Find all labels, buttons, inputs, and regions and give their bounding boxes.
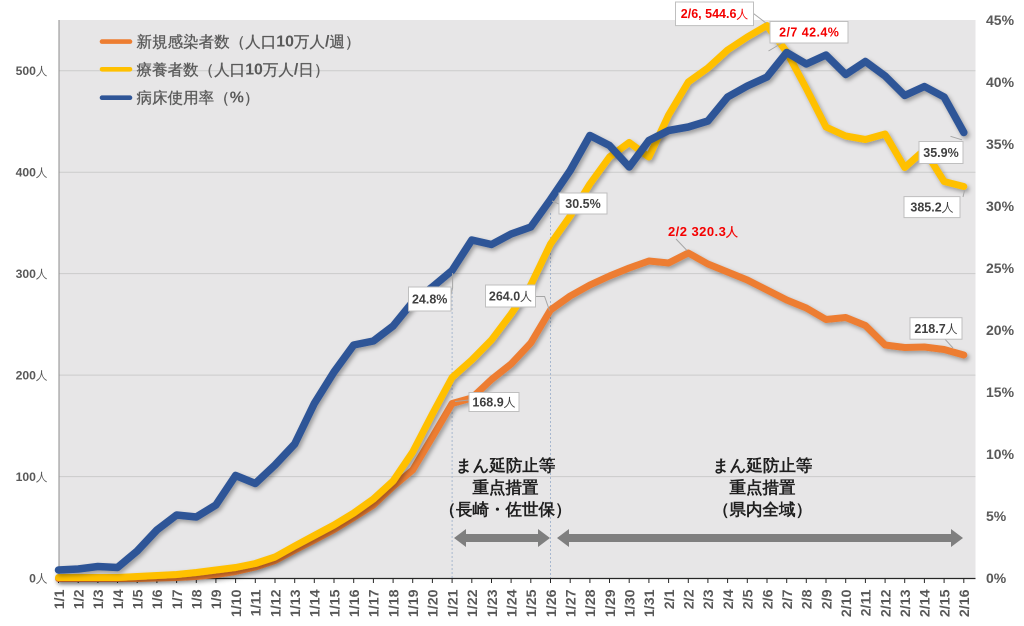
svg-text:1/25: 1/25 xyxy=(524,589,540,617)
svg-text:1/30: 1/30 xyxy=(623,589,639,617)
svg-text:1/1: 1/1 xyxy=(52,589,68,609)
svg-text:1/12: 1/12 xyxy=(268,589,284,617)
svg-text:40%: 40% xyxy=(986,74,1015,90)
svg-text:2/1: 2/1 xyxy=(662,589,678,609)
svg-text:1/7: 1/7 xyxy=(170,589,186,609)
svg-text:5%: 5% xyxy=(986,508,1007,524)
svg-text:2/11: 2/11 xyxy=(859,589,875,616)
svg-text:2/5: 2/5 xyxy=(741,589,757,609)
svg-text:1/19: 1/19 xyxy=(406,589,422,617)
svg-text:500: 500 xyxy=(16,64,37,78)
svg-text:2/6: 2/6 xyxy=(760,589,776,609)
svg-text:1/4: 1/4 xyxy=(111,589,127,609)
svg-text:1/11: 1/11 xyxy=(249,589,265,616)
svg-text:1/6: 1/6 xyxy=(150,589,166,609)
svg-text:400: 400 xyxy=(16,166,37,180)
svg-text:100: 100 xyxy=(16,470,37,484)
svg-text:1/3: 1/3 xyxy=(91,589,107,609)
svg-text:/: / xyxy=(294,62,299,79)
svg-text:1/28: 1/28 xyxy=(583,589,599,617)
svg-text:2/12: 2/12 xyxy=(878,589,894,617)
svg-text:1/21: 1/21 xyxy=(445,589,461,617)
svg-text:25%: 25% xyxy=(986,260,1015,276)
svg-text:1/14: 1/14 xyxy=(308,589,324,617)
svg-text:24.8%: 24.8% xyxy=(412,292,447,306)
svg-text:15%: 15% xyxy=(986,384,1015,400)
svg-text:10: 10 xyxy=(276,34,294,51)
svg-text:1/31: 1/31 xyxy=(642,589,658,617)
svg-text:30.5%: 30.5% xyxy=(565,197,600,211)
svg-text:35.9%: 35.9% xyxy=(923,146,958,160)
svg-text:1/22: 1/22 xyxy=(465,589,481,617)
svg-text:0%: 0% xyxy=(986,570,1007,586)
svg-text:264.0: 264.0 xyxy=(489,289,520,303)
svg-text:%: % xyxy=(230,90,244,107)
svg-text:2/14: 2/14 xyxy=(918,589,934,617)
svg-text:2/7 42.4%: 2/7 42.4% xyxy=(779,26,839,40)
svg-text:1/24: 1/24 xyxy=(504,589,520,617)
svg-text:1/2: 1/2 xyxy=(72,589,88,609)
svg-text:1/29: 1/29 xyxy=(603,589,619,617)
svg-text:1/20: 1/20 xyxy=(426,589,442,617)
svg-text:2/9: 2/9 xyxy=(819,589,835,609)
svg-text:1/23: 1/23 xyxy=(485,589,501,617)
svg-text:2/8: 2/8 xyxy=(800,589,816,609)
svg-text:35%: 35% xyxy=(986,136,1015,152)
svg-text:1/16: 1/16 xyxy=(347,589,363,617)
svg-text:2/2: 2/2 xyxy=(682,589,698,609)
svg-text:1/10: 1/10 xyxy=(229,589,245,617)
svg-text:385.2: 385.2 xyxy=(910,200,941,214)
svg-text:2/13: 2/13 xyxy=(898,589,914,617)
svg-text:20%: 20% xyxy=(986,322,1015,338)
svg-text:2/7: 2/7 xyxy=(780,589,796,609)
svg-text:/: / xyxy=(325,34,330,51)
svg-text:1/5: 1/5 xyxy=(131,589,147,609)
svg-text:45%: 45% xyxy=(986,12,1015,28)
svg-text:1/13: 1/13 xyxy=(288,589,304,617)
svg-text:1/8: 1/8 xyxy=(190,589,206,609)
svg-text:2/10: 2/10 xyxy=(839,589,855,617)
svg-text:1/17: 1/17 xyxy=(367,589,383,617)
svg-text:2/2 320.3: 2/2 320.3 xyxy=(668,224,726,239)
svg-text:168.9: 168.9 xyxy=(472,395,503,409)
svg-text:2/16: 2/16 xyxy=(957,589,973,617)
svg-text:1/9: 1/9 xyxy=(209,589,225,609)
svg-text:0: 0 xyxy=(29,571,36,585)
svg-text:218.7: 218.7 xyxy=(914,322,945,336)
svg-text:1/27: 1/27 xyxy=(564,589,580,617)
svg-text:1/18: 1/18 xyxy=(386,589,402,617)
svg-text:300: 300 xyxy=(16,267,37,281)
svg-text:2/4: 2/4 xyxy=(721,589,737,609)
svg-text:200: 200 xyxy=(16,368,37,382)
svg-text:2/15: 2/15 xyxy=(937,589,953,617)
svg-text:2/6, 544.6: 2/6, 544.6 xyxy=(681,7,737,21)
svg-text:1/15: 1/15 xyxy=(327,589,343,617)
svg-text:10: 10 xyxy=(245,62,263,79)
svg-text:2/3: 2/3 xyxy=(701,589,717,609)
svg-text:1/26: 1/26 xyxy=(544,589,560,617)
svg-text:10%: 10% xyxy=(986,446,1015,462)
svg-text:30%: 30% xyxy=(986,198,1015,214)
